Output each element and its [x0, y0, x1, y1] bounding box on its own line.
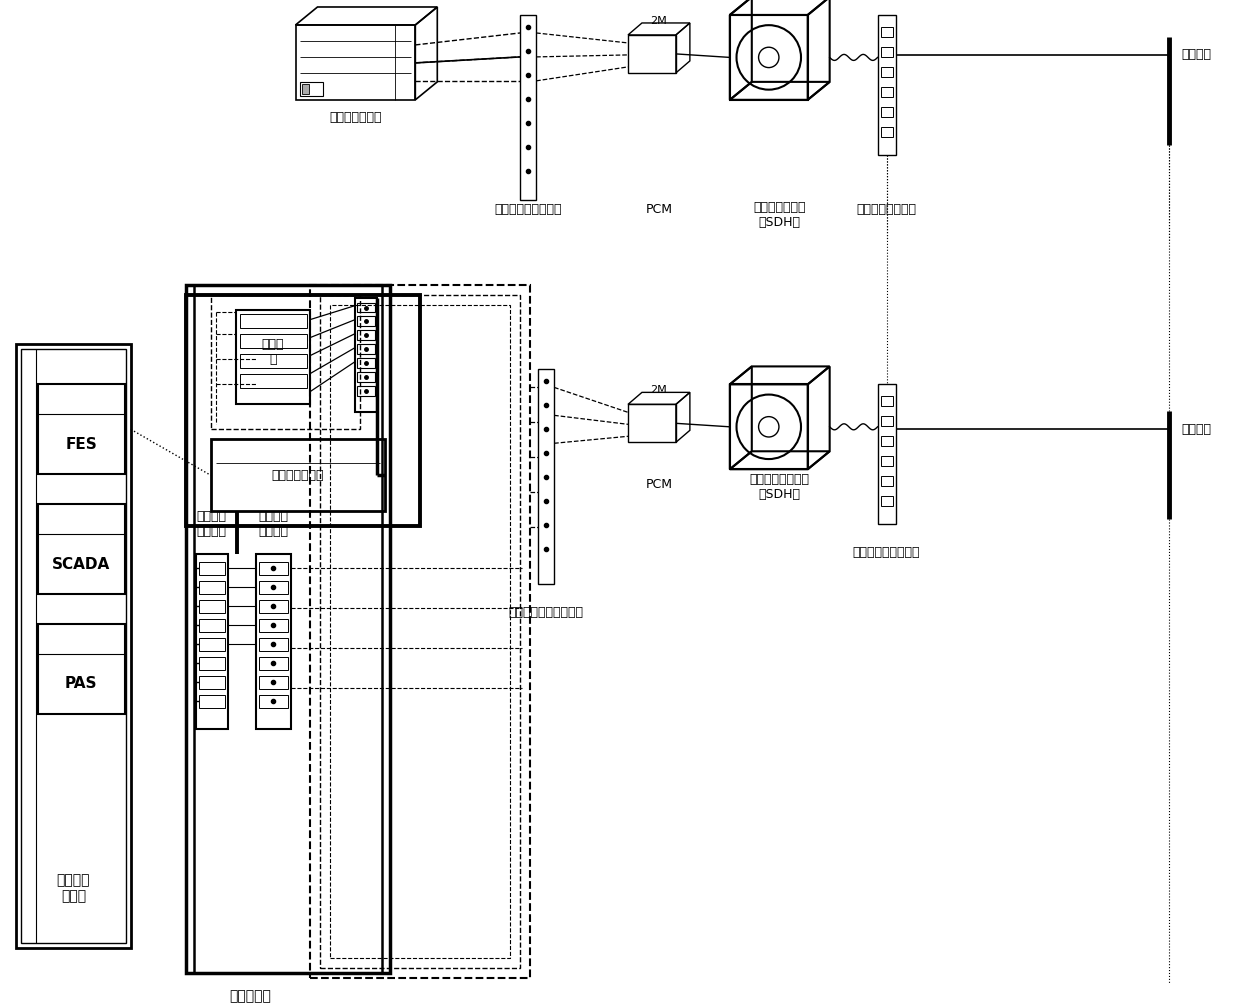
Bar — [211, 439, 386, 512]
Bar — [259, 638, 288, 651]
Text: 2M: 2M — [651, 16, 667, 26]
Bar — [878, 384, 895, 525]
Bar — [520, 15, 536, 200]
Bar — [198, 581, 224, 594]
Bar — [259, 581, 288, 594]
Bar — [538, 370, 554, 584]
Text: 站端通信光端机
（SDH）: 站端通信光端机 （SDH） — [754, 201, 806, 229]
Text: PAS: PAS — [66, 676, 98, 691]
Bar — [198, 657, 224, 670]
Bar — [880, 27, 893, 37]
Bar — [880, 456, 893, 466]
Bar — [730, 15, 807, 99]
Bar — [259, 600, 288, 613]
Bar — [198, 694, 224, 708]
Bar — [310, 284, 531, 979]
Text: PCM: PCM — [646, 203, 672, 216]
Bar — [357, 331, 376, 341]
Bar — [239, 355, 306, 369]
Bar — [295, 25, 415, 99]
Text: SCADA: SCADA — [52, 557, 110, 572]
Bar — [357, 345, 376, 355]
Bar — [259, 657, 288, 670]
Text: 通信光缆: 通信光缆 — [1180, 423, 1211, 436]
Text: PCM: PCM — [646, 477, 672, 490]
Bar — [357, 386, 376, 396]
Text: 网线插口
（母头）: 网线插口 （母头） — [258, 511, 288, 538]
Bar — [198, 619, 224, 632]
Text: 站端通信光配线架: 站端通信光配线架 — [857, 203, 916, 216]
Text: 2M: 2M — [651, 385, 667, 395]
Bar — [730, 384, 807, 469]
Bar — [880, 107, 893, 117]
Bar — [239, 375, 306, 388]
Bar — [880, 396, 893, 406]
Bar — [198, 600, 224, 613]
Bar — [320, 294, 520, 969]
Bar — [357, 359, 376, 369]
Bar — [300, 81, 324, 95]
Bar — [331, 305, 510, 959]
Text: 通信光缆: 通信光缆 — [1180, 48, 1211, 61]
Bar — [880, 496, 893, 507]
Text: 调度自动
化系统: 调度自动 化系统 — [57, 873, 91, 903]
Bar — [880, 86, 893, 96]
Bar — [357, 317, 376, 327]
Text: 调度端通信数字配线架: 调度端通信数字配线架 — [508, 606, 584, 618]
Bar — [255, 554, 290, 729]
Bar — [259, 619, 288, 632]
Bar — [38, 505, 125, 594]
Bar — [880, 476, 893, 486]
Bar — [198, 676, 224, 688]
Bar — [880, 436, 893, 446]
Bar — [356, 297, 377, 412]
Text: 调度端通信光端机
（SDH）: 调度端通信光端机 （SDH） — [750, 473, 810, 501]
Bar — [186, 294, 420, 527]
Bar — [301, 83, 310, 93]
Bar — [16, 345, 130, 949]
Bar — [259, 676, 288, 688]
Text: 机柜侧面图: 机柜侧面图 — [229, 989, 272, 1003]
Bar — [21, 350, 125, 944]
Bar — [357, 373, 376, 382]
Bar — [880, 67, 893, 76]
Text: 网线插头
（公头）: 网线插头 （公头） — [197, 511, 227, 538]
Bar — [186, 284, 391, 974]
Bar — [357, 303, 376, 313]
Bar — [880, 47, 893, 57]
Bar — [196, 554, 228, 729]
Bar — [239, 315, 306, 329]
Bar — [38, 624, 125, 714]
Text: 站端通信数字配线架: 站端通信数字配线架 — [495, 203, 562, 216]
Bar — [627, 404, 676, 442]
Bar — [236, 310, 310, 404]
Bar — [198, 562, 224, 575]
Text: 调度端通信光配线架: 调度端通信光配线架 — [853, 546, 920, 559]
Bar — [239, 335, 306, 349]
Bar — [38, 384, 125, 474]
Bar — [627, 35, 676, 73]
Text: 变电站总控装置: 变电站总控装置 — [329, 112, 382, 125]
Bar — [259, 694, 288, 708]
Text: 通道板
卡: 通道板 卡 — [262, 338, 284, 366]
Bar — [211, 294, 361, 429]
Bar — [878, 15, 895, 155]
Bar — [198, 638, 224, 651]
Text: FES: FES — [66, 437, 97, 452]
Bar — [880, 127, 893, 137]
Text: 前置终端服务器: 前置终端服务器 — [272, 468, 325, 481]
Bar — [259, 562, 288, 575]
Bar — [880, 416, 893, 426]
